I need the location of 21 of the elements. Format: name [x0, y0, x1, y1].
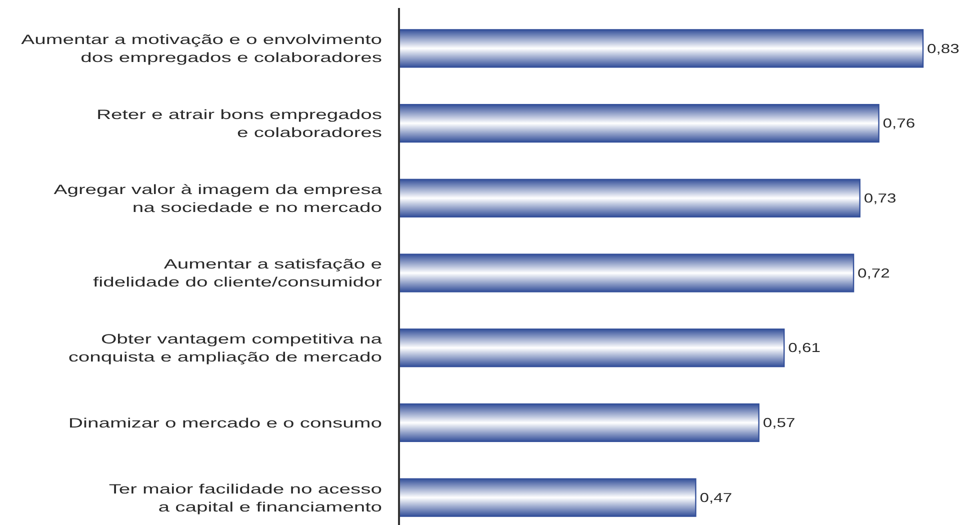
bar — [398, 403, 760, 442]
bar — [398, 328, 785, 368]
bar — [398, 104, 880, 143]
bar — [398, 178, 860, 218]
y-tick-label: Aumentar a satisfação e fidelidade do cliente/consumidor — [93, 256, 382, 290]
y-tick-label: Ter maior facilidade no acesso a capital e financiamento — [108, 480, 382, 514]
y-tick-label: Obter vantagem competitiva na conquista e ampliação de mercado — [68, 331, 383, 365]
data-label: 0,57 — [762, 415, 796, 430]
bar — [398, 478, 696, 517]
bar — [398, 29, 924, 68]
data-label: 0,72 — [858, 266, 890, 280]
bar — [398, 254, 854, 292]
data-label: 0,76 — [882, 116, 916, 131]
data-label: 0,73 — [864, 190, 896, 206]
y-tick-label: Dinamizar o mercado e o consumo — [68, 414, 382, 431]
y-tick-label: Reter e atrair bons empregados e colaboradores — [96, 106, 382, 140]
y-tick-label: Agregar valor à imagem da empresa na sociedade e no mercado — [54, 181, 383, 215]
data-label: 0,83 — [927, 41, 960, 56]
data-label: 0,61 — [788, 340, 820, 356]
data-label: 0,47 — [700, 490, 732, 505]
y-tick-label: Aumentar a motivação e o envolvimento dos empregados e colaboradores — [21, 32, 382, 66]
